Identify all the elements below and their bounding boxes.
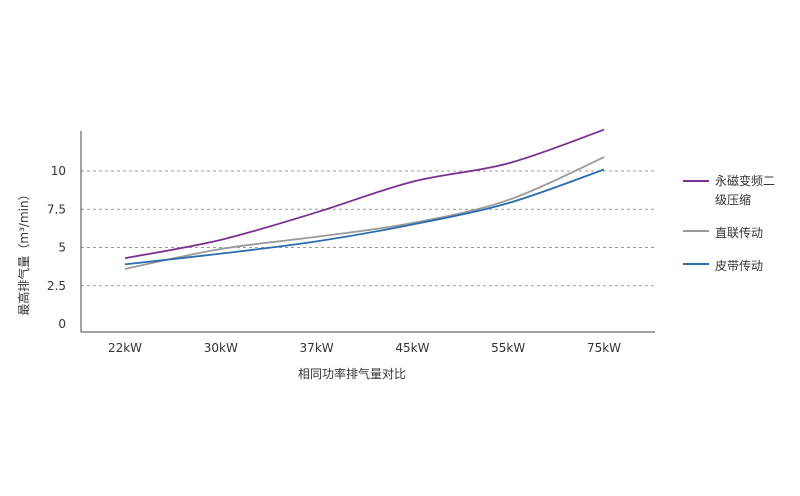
y-axis-label: 最高排气量（m³/min） xyxy=(16,188,31,315)
x-axis-label: 相同功率排气量对比 xyxy=(298,366,406,381)
x-tick-label: 45kW xyxy=(395,341,429,355)
legend-line-direct-drive xyxy=(683,230,709,232)
legend-item-direct-drive: 直联传动 xyxy=(683,222,793,243)
series-line-1 xyxy=(124,156,605,270)
legend-label-permanent-magnet: 永磁变频二级压缩 xyxy=(715,174,776,207)
series-line-0 xyxy=(124,128,605,260)
legend-item-belt-drive: 皮带传动 xyxy=(683,255,793,276)
x-tick-label: 30kW xyxy=(204,341,238,355)
x-tick-label: 75kW xyxy=(587,341,621,355)
x-tick-label: 55kW xyxy=(491,341,525,355)
legend-line-permanent-magnet xyxy=(683,180,709,182)
series-line-2 xyxy=(124,168,605,266)
legend: 永磁变频二级压缩 直联传动 皮带传动 xyxy=(683,172,793,288)
legend-item-permanent-magnet: 永磁变频二级压缩 xyxy=(683,172,793,210)
y-tick-label: 5 xyxy=(58,241,66,255)
y-tick-label: 2.5 xyxy=(47,279,66,293)
y-tick-labels: 0 2.5 5 7.5 10 xyxy=(47,164,66,331)
legend-line-belt-drive xyxy=(683,263,709,265)
x-tick-label: 22kW xyxy=(108,341,142,355)
y-tick-label: 7.5 xyxy=(47,202,66,216)
series-lines xyxy=(124,128,605,270)
legend-label-direct-drive: 直联传动 xyxy=(715,226,764,240)
x-tick-label: 37kW xyxy=(300,341,334,355)
y-tick-label: 10 xyxy=(51,164,66,178)
legend-label-belt-drive: 皮带传动 xyxy=(715,259,764,273)
y-tick-label: 0 xyxy=(58,317,66,331)
x-tick-labels: 22kW 30kW 37kW 45kW 55kW 75kW xyxy=(108,341,621,355)
grid-lines xyxy=(81,170,655,287)
